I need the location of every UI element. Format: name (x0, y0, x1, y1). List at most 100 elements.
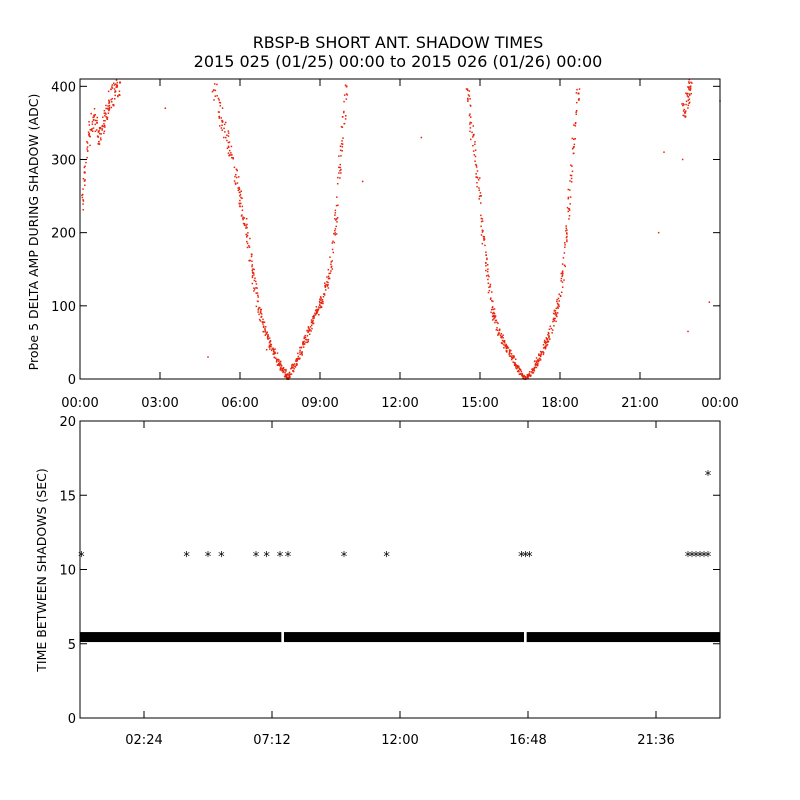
data-point (503, 347, 505, 349)
data-point (255, 286, 257, 289)
data-point (251, 282, 254, 285)
data-point (526, 376, 529, 378)
data-point (88, 121, 90, 123)
data-point (332, 251, 334, 254)
data-point (236, 182, 239, 184)
data-point (539, 359, 542, 361)
data-point (260, 308, 262, 311)
data-point (516, 366, 519, 369)
data-point (527, 376, 529, 378)
data-point (521, 374, 524, 376)
data-point (333, 241, 336, 244)
data-point (94, 113, 97, 116)
data-point (571, 170, 574, 173)
data-point (334, 212, 337, 214)
data-point (300, 353, 303, 355)
data-point (578, 97, 580, 100)
data-point (290, 367, 292, 370)
data-point (553, 320, 556, 322)
bottom-x-tick-label: 12:00 (381, 733, 418, 748)
data-point (297, 358, 300, 360)
data-point (83, 180, 86, 182)
data-point (341, 116, 344, 118)
data-point (570, 174, 573, 177)
data-point (92, 127, 95, 129)
data-point (320, 305, 322, 308)
data-point (536, 361, 538, 364)
data-point (101, 127, 103, 130)
data-point (473, 133, 475, 136)
data-point (546, 338, 548, 340)
data-point (569, 189, 571, 191)
data-point (483, 238, 486, 240)
data-point (485, 269, 487, 272)
data-point (248, 245, 250, 247)
data-point (691, 82, 693, 84)
data-point (507, 347, 510, 349)
data-point (330, 266, 333, 268)
data-point (318, 313, 320, 316)
baseline-interval-band (80, 632, 282, 643)
data-point (497, 322, 499, 325)
data-point (539, 355, 542, 358)
data-point (330, 265, 333, 268)
data-point (225, 136, 227, 139)
data-point (683, 103, 685, 106)
data-point (285, 375, 287, 378)
data-point (683, 108, 686, 111)
data-point (107, 112, 110, 114)
data-point (312, 317, 314, 320)
data-point (341, 145, 344, 148)
data-point (339, 169, 341, 172)
data-point (103, 112, 106, 114)
data-point (251, 264, 254, 266)
data-point (689, 87, 692, 90)
data-point (540, 353, 542, 355)
data-point (687, 330, 689, 333)
data-point (258, 313, 260, 316)
data-point (107, 105, 109, 107)
data-point (270, 349, 273, 352)
data-point (266, 331, 269, 334)
data-point (490, 300, 493, 302)
data-point (81, 196, 84, 199)
data-point (535, 357, 538, 359)
data-point (568, 215, 571, 217)
data-point (336, 196, 338, 198)
data-point (467, 98, 469, 101)
data-point (260, 313, 263, 315)
data-point (688, 93, 691, 95)
data-point (481, 218, 484, 220)
data-point (327, 268, 330, 271)
data-point (251, 271, 254, 273)
data-point (88, 135, 91, 138)
data-point (253, 274, 255, 276)
data-point (302, 346, 305, 348)
data-point (282, 366, 285, 369)
data-point (560, 272, 563, 275)
data-point (114, 90, 117, 92)
data-point (470, 122, 473, 124)
data-point (240, 202, 242, 205)
data-point (336, 217, 339, 219)
data-point (99, 126, 102, 129)
data-point (82, 208, 84, 211)
data-point (466, 89, 469, 92)
top-panel: 00:00 03:00 06:00 09:00 12:00 15:00 18:00 21:00… (26, 78, 739, 411)
data-point (262, 321, 265, 323)
data-point (257, 300, 259, 303)
data-point (103, 124, 106, 127)
interval-point: * (205, 550, 212, 565)
data-point (467, 100, 469, 102)
data-point (308, 330, 310, 332)
data-point (486, 257, 488, 260)
data-point (574, 137, 577, 140)
data-point (517, 370, 520, 372)
data-point (296, 359, 298, 362)
top-x-tick-label: 06:00 (221, 396, 258, 411)
data-point (231, 156, 233, 159)
data-point (233, 166, 236, 169)
data-point (113, 88, 116, 90)
data-point (548, 336, 550, 339)
data-point (234, 183, 237, 185)
